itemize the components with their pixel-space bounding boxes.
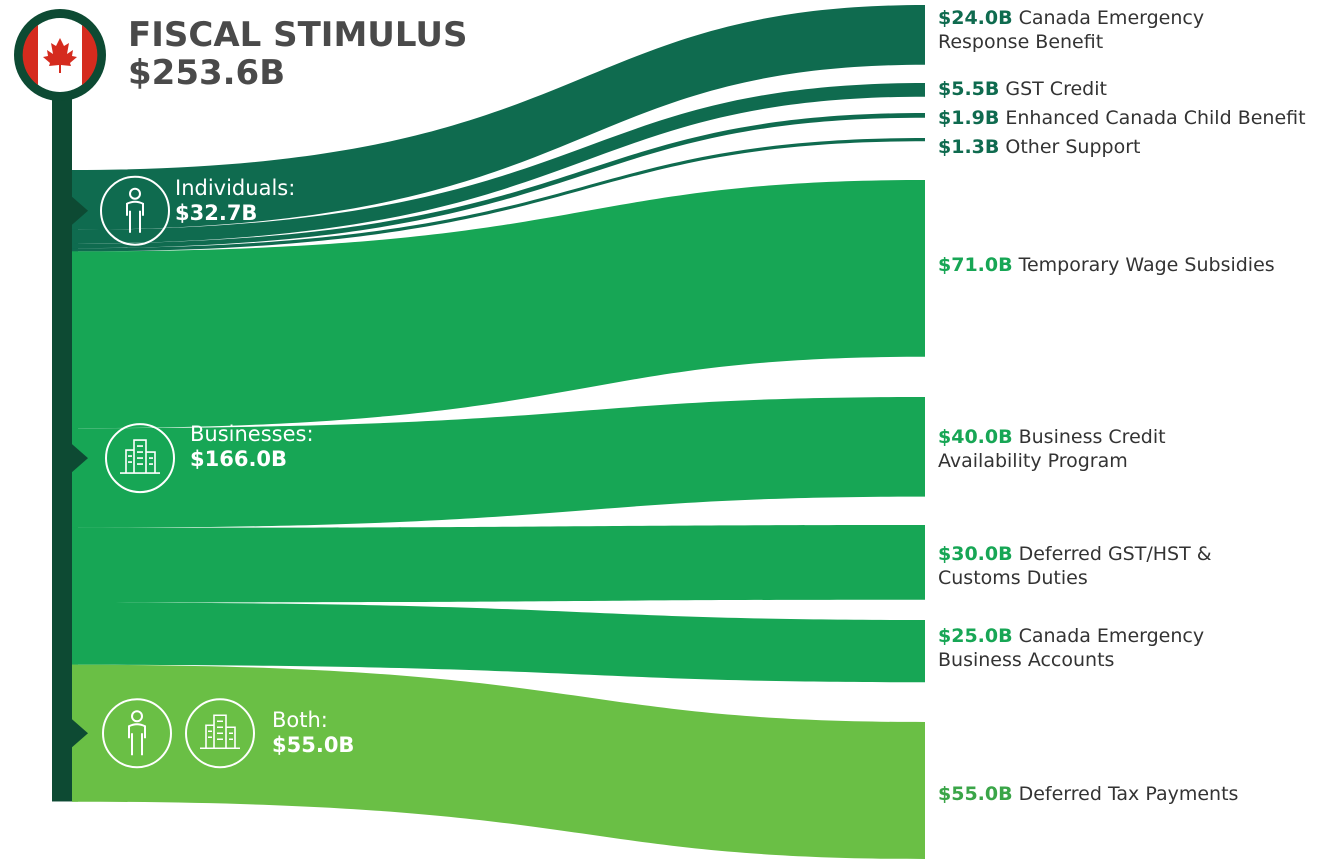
flow <box>72 602 925 683</box>
icon-ring <box>105 423 175 494</box>
flow <box>72 525 925 603</box>
target-value: $25.0B <box>938 625 1013 647</box>
target-name: Deferred GST/HST & Customs Duties <box>938 543 1212 589</box>
maple-leaf <box>43 38 77 73</box>
target-value: $40.0B <box>938 426 1013 448</box>
notch <box>72 196 88 225</box>
group-label: Businesses: $166.0B <box>190 422 314 472</box>
person-head <box>129 187 141 200</box>
target-label: $55.0B Deferred Tax Payments <box>938 782 1238 806</box>
group-value: $166.0B <box>190 447 288 471</box>
target-value: $71.0B <box>938 254 1013 276</box>
target-name: GST Credit <box>1005 78 1107 100</box>
group-label: Both: $55.0B <box>272 708 354 758</box>
target-label: $1.9B Enhanced Canada Child Benefit <box>938 106 1306 130</box>
flow <box>72 83 925 244</box>
target-label: $1.3B Other Support <box>938 135 1140 159</box>
target-name: Canada Emergency Business Accounts <box>938 625 1205 671</box>
person-head <box>131 710 143 723</box>
group-value: $32.7B <box>175 201 258 225</box>
flow <box>72 5 925 230</box>
icon-ring <box>102 698 172 769</box>
target-value: $5.5B <box>938 78 1000 100</box>
flow <box>72 664 925 859</box>
target-label: $5.5B GST Credit <box>938 77 1107 101</box>
total-label: $253.6B <box>128 53 286 93</box>
group-value: $55.0B <box>272 733 355 757</box>
flow <box>72 397 925 528</box>
target-label: $40.0B Business Credit Availability Progr… <box>938 425 1218 473</box>
target-value: $30.0B <box>938 543 1013 565</box>
flow <box>72 180 925 429</box>
group-label: Individuals: $32.7B <box>175 176 295 226</box>
target-label: $30.0B Deferred GST/HST & Customs Duties <box>938 542 1228 590</box>
spine <box>52 55 72 802</box>
target-name: Temporary Wage Subsidies <box>1018 254 1275 276</box>
group-name: Businesses: <box>190 422 314 446</box>
target-name: Other Support <box>1005 136 1141 158</box>
flag-left <box>22 25 38 85</box>
person-body <box>128 723 146 756</box>
building <box>120 439 160 474</box>
target-label: $71.0B Temporary Wage Subsidies <box>938 253 1275 277</box>
notch <box>72 444 88 473</box>
target-name: Canada Emergency Response Benefit <box>938 7 1205 53</box>
target-value: $24.0B <box>938 7 1013 29</box>
target-name: Business Credit Availability Program <box>938 426 1166 472</box>
building <box>200 714 240 750</box>
target-name: Enhanced Canada Child Benefit <box>1005 107 1306 129</box>
group-name: Both: <box>272 708 328 732</box>
person-body <box>126 200 144 233</box>
target-value: $55.0B <box>938 783 1013 805</box>
target-value: $1.9B <box>938 107 1000 129</box>
target-name: Deferred Tax Payments <box>1018 783 1239 805</box>
target-label: $24.0B Canada Emergency Response Benefit <box>938 6 1238 54</box>
group-name: Individuals: <box>175 176 296 200</box>
notch <box>72 719 88 748</box>
chart-title: FISCAL STIMULUS <box>128 15 468 55</box>
target-value: $1.3B <box>938 136 1000 158</box>
icon-ring <box>185 698 255 769</box>
title-block: FISCAL STIMULUS $253.6B <box>128 16 467 92</box>
icon-ring <box>100 175 170 246</box>
target-label: $25.0B Canada Emergency Business Accounts <box>938 624 1238 672</box>
flag-right <box>82 25 98 85</box>
